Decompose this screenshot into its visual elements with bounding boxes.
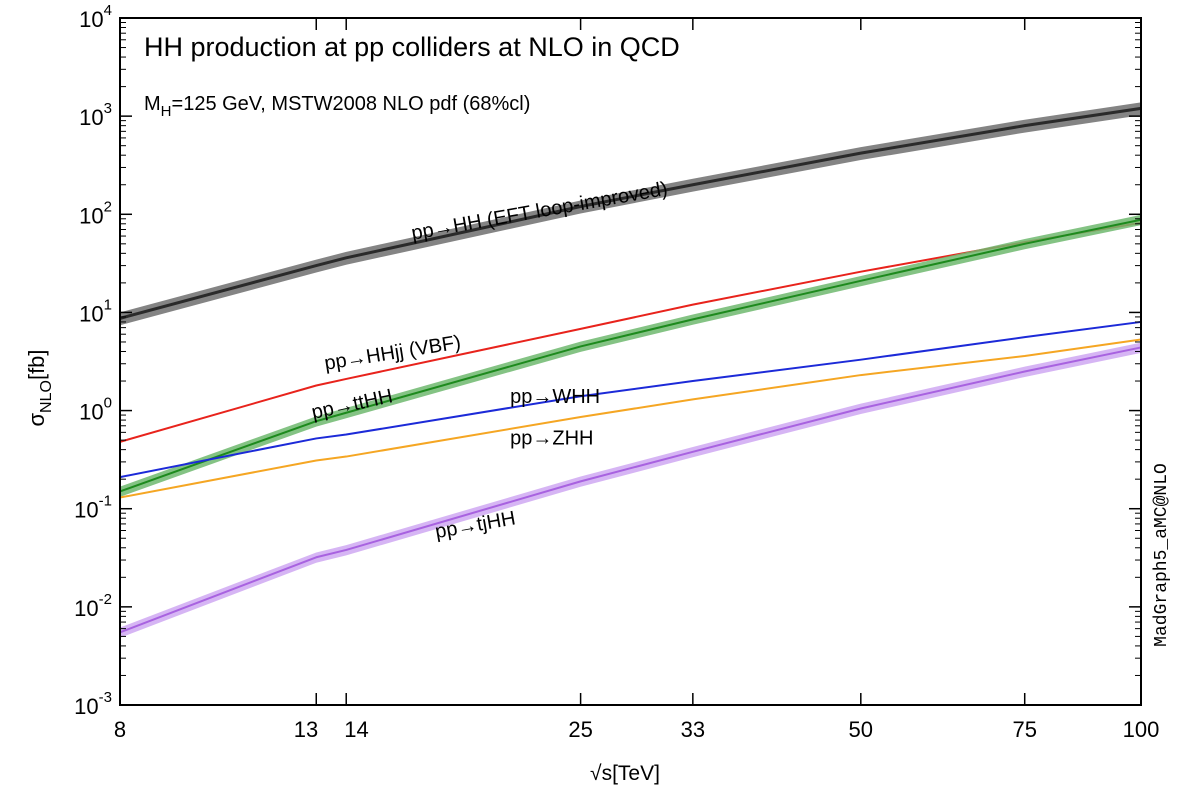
chart-subtitle: MH=125 GeV, MSTW2008 NLO pdf (68%cl) — [144, 93, 530, 120]
y-label-suffix: [fb] — [24, 349, 49, 380]
y-tick-base: 10 — [79, 7, 103, 32]
series-line-5 — [119, 346, 1142, 634]
x-tick-label: 75 — [1012, 717, 1036, 742]
y-tick-exponent: 0 — [104, 395, 112, 412]
y-tick-label: 100 — [79, 395, 112, 425]
y-tick-label: 10-2 — [74, 591, 112, 621]
y-tick-exponent: -3 — [99, 689, 112, 706]
y-tick-base: 10 — [79, 105, 103, 130]
series-annotation-3: pp→WHH — [510, 386, 600, 408]
uncertainty-band-5 — [120, 342, 1141, 638]
x-tick-label: 14 — [344, 717, 368, 742]
series-line-0 — [119, 106, 1142, 320]
y-tick-base: 10 — [79, 301, 103, 326]
chart-title: HH production at pp colliders at NLO in … — [144, 32, 680, 62]
subtitle-suffix: =125 GeV, MSTW2008 NLO pdf (68%cl) — [172, 93, 531, 115]
x-tick-label: 25 — [568, 717, 592, 742]
y-tick-exponent: 1 — [104, 296, 112, 313]
series-line-2 — [119, 218, 1142, 493]
x-tick-label: 50 — [849, 717, 873, 742]
y-tick-label: 10-3 — [74, 689, 112, 719]
y-tick-label: 103 — [79, 100, 112, 130]
series-line-3 — [119, 320, 1142, 479]
x-tick-label: 33 — [681, 717, 705, 742]
y-axis-label: σNLO[fb] — [24, 349, 55, 426]
uncertainty-band-2 — [120, 214, 1141, 497]
y-tick-label: 10-1 — [74, 493, 112, 523]
y-tick-label: 101 — [79, 296, 112, 326]
y-tick-base: 10 — [79, 400, 103, 425]
x-tick-label: 8 — [114, 717, 126, 742]
y-tick-base: 10 — [74, 498, 98, 523]
y-tick-base: 10 — [74, 694, 98, 719]
series-line-4 — [119, 338, 1142, 499]
y-label-subscript: NLO — [38, 380, 55, 413]
y-tick-exponent: -2 — [99, 591, 112, 608]
x-tick-label: 13 — [294, 717, 318, 742]
y-tick-label: 102 — [79, 198, 112, 228]
y-tick-exponent: -1 — [99, 493, 112, 510]
y-tick-exponent: 2 — [104, 198, 112, 215]
y-label-base: σ — [24, 413, 49, 427]
y-tick-exponent: 3 — [104, 100, 112, 117]
y-tick-base: 10 — [74, 596, 98, 621]
madgraph-side-label: MadGraph5_aMC@NLO — [1152, 463, 1172, 647]
plot-frame — [119, 17, 1142, 706]
subtitle-subscript: H — [161, 103, 172, 120]
series-annotation-4: pp→ZHH — [510, 428, 593, 450]
x-axis-label: √s[TeV] — [590, 762, 660, 785]
y-tick-exponent: 4 — [104, 2, 112, 19]
series-layer — [119, 102, 1142, 638]
x-tick-label: 100 — [1123, 717, 1160, 742]
y-tick-label: 104 — [79, 2, 112, 32]
y-tick-base: 10 — [79, 203, 103, 228]
subtitle-prefix: M — [144, 93, 161, 115]
